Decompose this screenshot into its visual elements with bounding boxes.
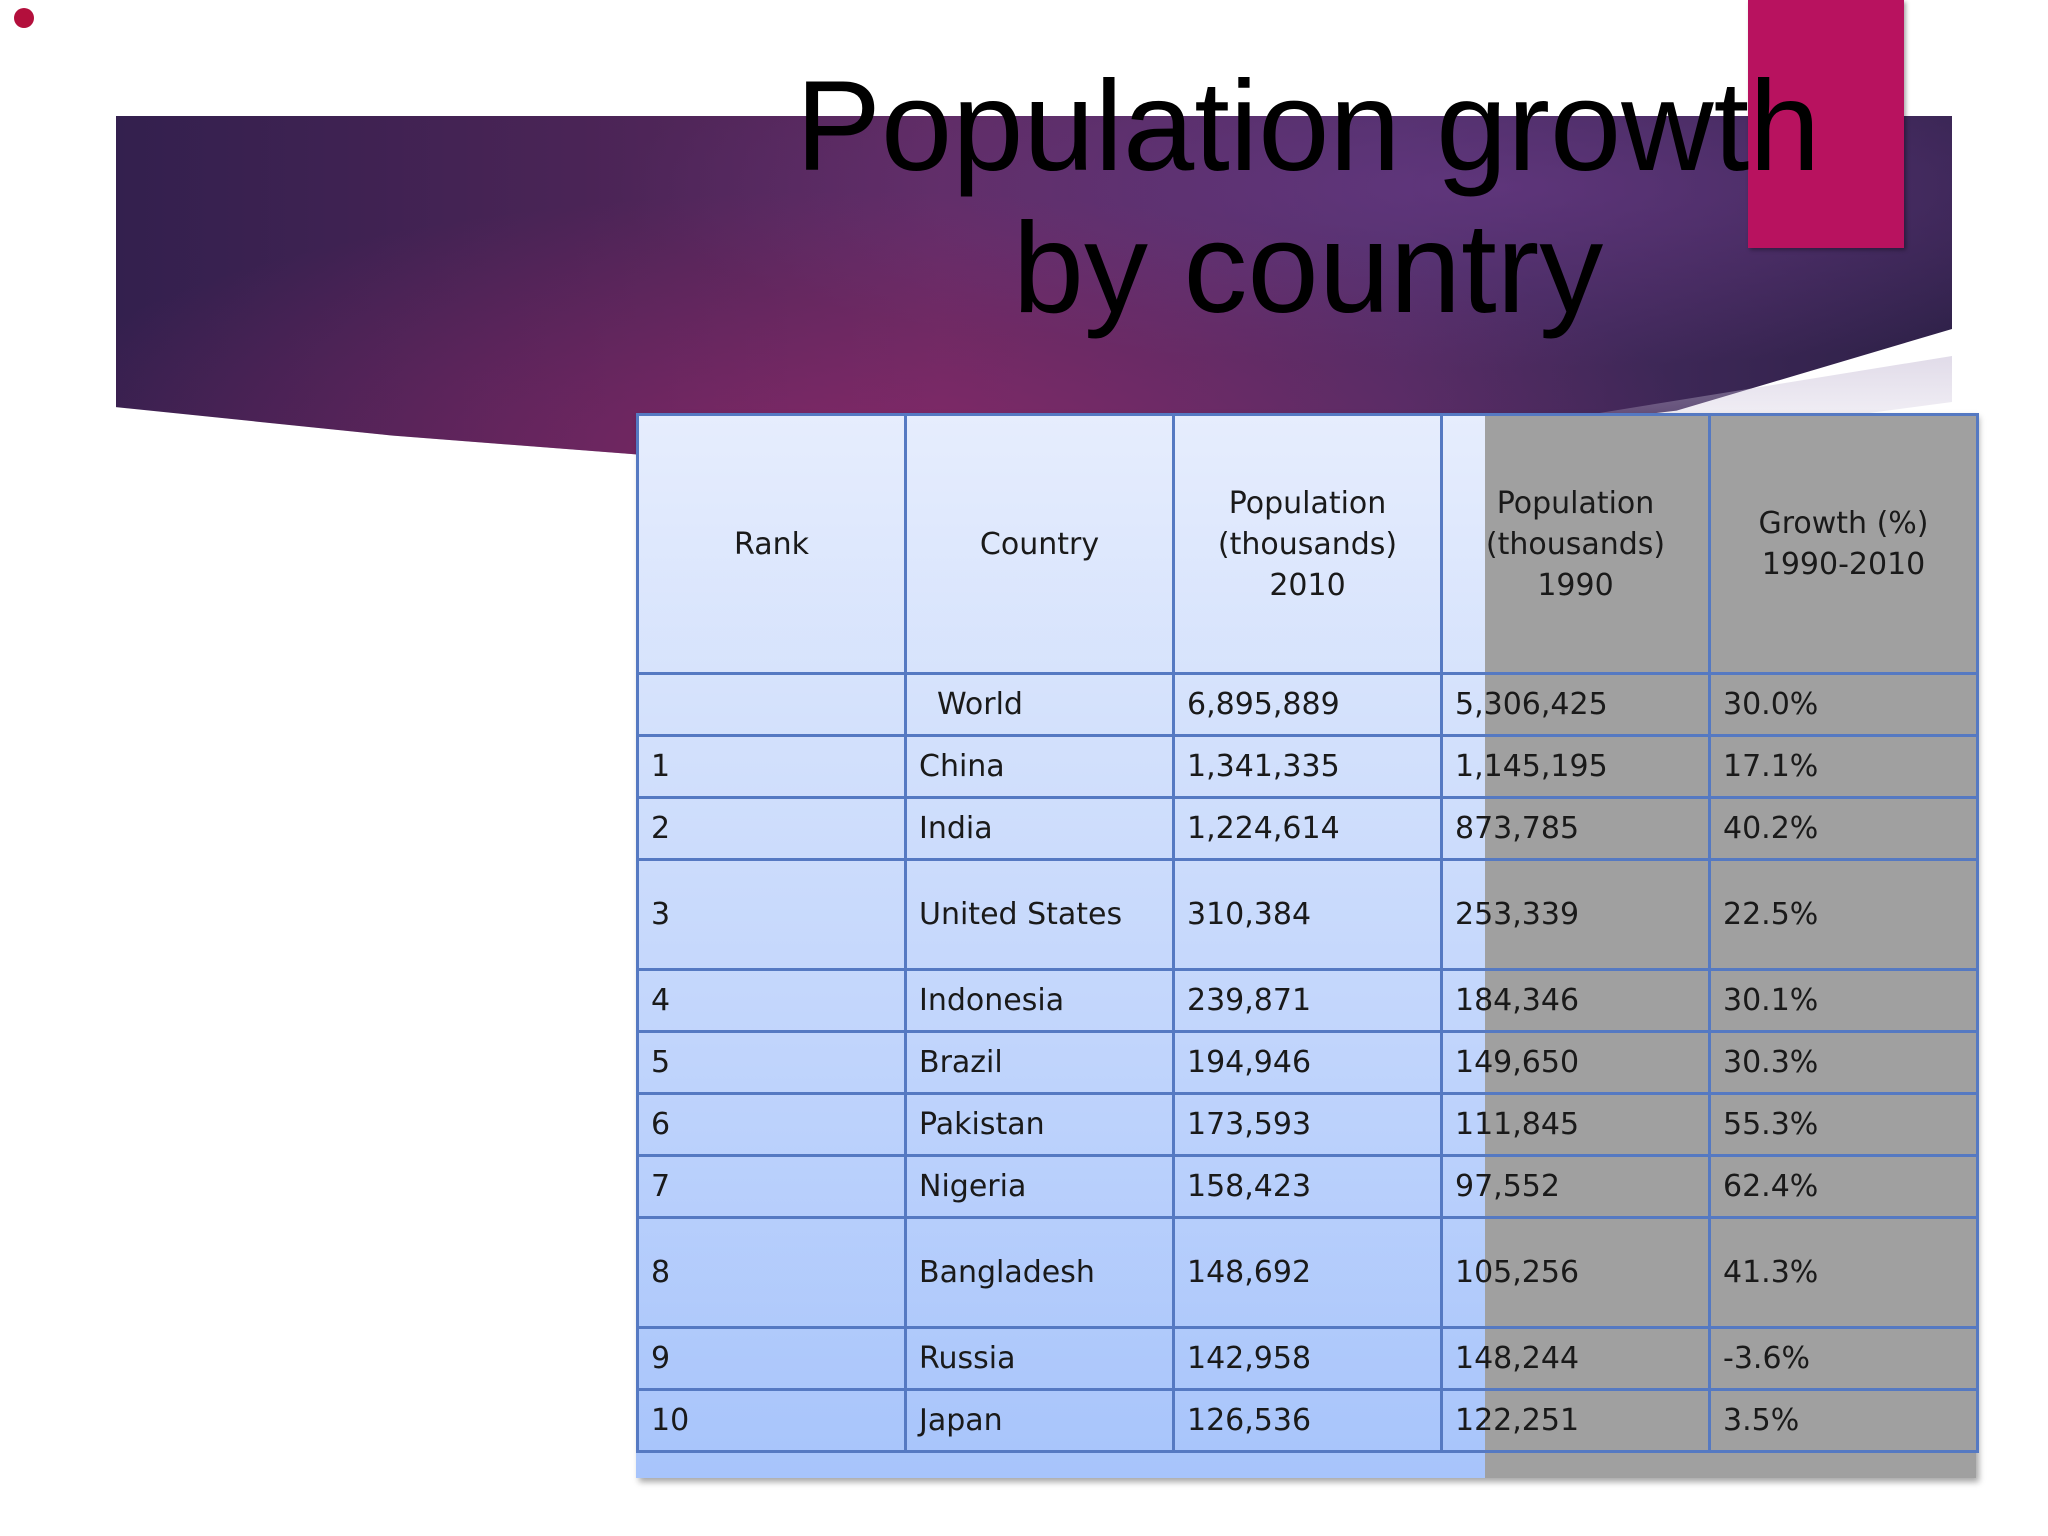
cell-pop-1990: 253,339 [1440, 858, 1711, 971]
table-row: 1 China 1,341,335 1,145,195 17.1% [636, 734, 1979, 799]
cell-pop-2010: 126,536 [1172, 1388, 1443, 1453]
cell-growth: 55.3% [1708, 1092, 1979, 1157]
table-row: 2 India 1,224,614 873,785 40.2% [636, 796, 1979, 861]
cell-rank: 9 [636, 1326, 907, 1391]
table-row: 6 Pakistan 173,593 111,845 55.3% [636, 1092, 1979, 1157]
cell-rank: 6 [636, 1092, 907, 1157]
cell-country: Russia [904, 1326, 1175, 1391]
slide-title: Population growth by country [795, 55, 1821, 340]
header-pop-2010: Population (thousands) 2010 [1172, 413, 1443, 675]
header-growth: Growth (%) 1990-2010 [1708, 413, 1979, 675]
table-row: 5 Brazil 194,946 149,650 30.3% [636, 1030, 1979, 1095]
cell-pop-1990: 5,306,425 [1440, 672, 1711, 737]
cell-pop-2010: 6,895,889 [1172, 672, 1443, 737]
cell-pop-2010: 148,692 [1172, 1216, 1443, 1329]
cell-pop-1990: 184,346 [1440, 968, 1711, 1033]
cell-growth: 22.5% [1708, 858, 1979, 971]
cell-growth: 40.2% [1708, 796, 1979, 861]
header-rank: Rank [636, 413, 907, 675]
cell-growth: 62.4% [1708, 1154, 1979, 1219]
cell-pop-1990: 873,785 [1440, 796, 1711, 861]
cell-pop-1990: 111,845 [1440, 1092, 1711, 1157]
cell-pop-1990: 1,145,195 [1440, 734, 1711, 799]
header-country: Country [904, 413, 1175, 675]
cell-country: China [904, 734, 1175, 799]
cell-pop-1990: 149,650 [1440, 1030, 1711, 1095]
cell-country: Brazil [904, 1030, 1175, 1095]
table-row: 9 Russia 142,958 148,244 -3.6% [636, 1326, 1979, 1391]
cell-rank [636, 672, 907, 737]
cell-growth: 3.5% [1708, 1388, 1979, 1453]
population-table: Rank Country Population (thousands) 2010… [636, 413, 1979, 1453]
cell-country: India [904, 796, 1175, 861]
cell-rank: 3 [636, 858, 907, 971]
cell-country: Bangladesh [904, 1216, 1175, 1329]
header-pop-1990: Population (thousands) 1990 [1440, 413, 1711, 675]
table-row: 7 Nigeria 158,423 97,552 62.4% [636, 1154, 1979, 1219]
cell-pop-1990: 122,251 [1440, 1388, 1711, 1453]
table-row: 8 Bangladesh 148,692 105,256 41.3% [636, 1216, 1979, 1329]
cell-rank: 8 [636, 1216, 907, 1329]
cell-growth: 30.3% [1708, 1030, 1979, 1095]
cell-growth: 30.0% [1708, 672, 1979, 737]
cell-pop-2010: 239,871 [1172, 968, 1443, 1033]
table-row: 3 United States 310,384 253,339 22.5% [636, 858, 1979, 971]
cell-rank: 4 [636, 968, 907, 1033]
cell-growth: -3.6% [1708, 1326, 1979, 1391]
accent-tab [1748, 0, 1904, 248]
cell-growth: 41.3% [1708, 1216, 1979, 1329]
cell-pop-2010: 142,958 [1172, 1326, 1443, 1391]
cell-country: Nigeria [904, 1154, 1175, 1219]
cell-rank: 5 [636, 1030, 907, 1095]
cell-rank: 7 [636, 1154, 907, 1219]
cell-rank: 10 [636, 1388, 907, 1453]
table-row: 4 Indonesia 239,871 184,346 30.1% [636, 968, 1979, 1033]
cell-country: Pakistan [904, 1092, 1175, 1157]
cell-pop-1990: 148,244 [1440, 1326, 1711, 1391]
cell-country: Japan [904, 1388, 1175, 1453]
cell-country: Indonesia [904, 968, 1175, 1033]
cell-growth: 30.1% [1708, 968, 1979, 1033]
cell-rank: 1 [636, 734, 907, 799]
cell-pop-2010: 1,341,335 [1172, 734, 1443, 799]
cell-pop-2010: 310,384 [1172, 858, 1443, 971]
cell-pop-2010: 158,423 [1172, 1154, 1443, 1219]
cell-pop-1990: 105,256 [1440, 1216, 1711, 1329]
table-header-row: Rank Country Population (thousands) 2010… [636, 413, 1979, 675]
cell-pop-2010: 1,224,614 [1172, 796, 1443, 861]
cell-country: United States [904, 858, 1175, 971]
cell-country: World [904, 672, 1175, 737]
cell-pop-2010: 194,946 [1172, 1030, 1443, 1095]
cell-pop-1990: 97,552 [1440, 1154, 1711, 1219]
cell-rank: 2 [636, 796, 907, 861]
table-row: World 6,895,889 5,306,425 30.0% [636, 672, 1979, 737]
cell-growth: 17.1% [1708, 734, 1979, 799]
table-row: 10 Japan 126,536 122,251 3.5% [636, 1388, 1979, 1453]
cell-pop-2010: 173,593 [1172, 1092, 1443, 1157]
bullet-dot-icon [14, 8, 34, 28]
